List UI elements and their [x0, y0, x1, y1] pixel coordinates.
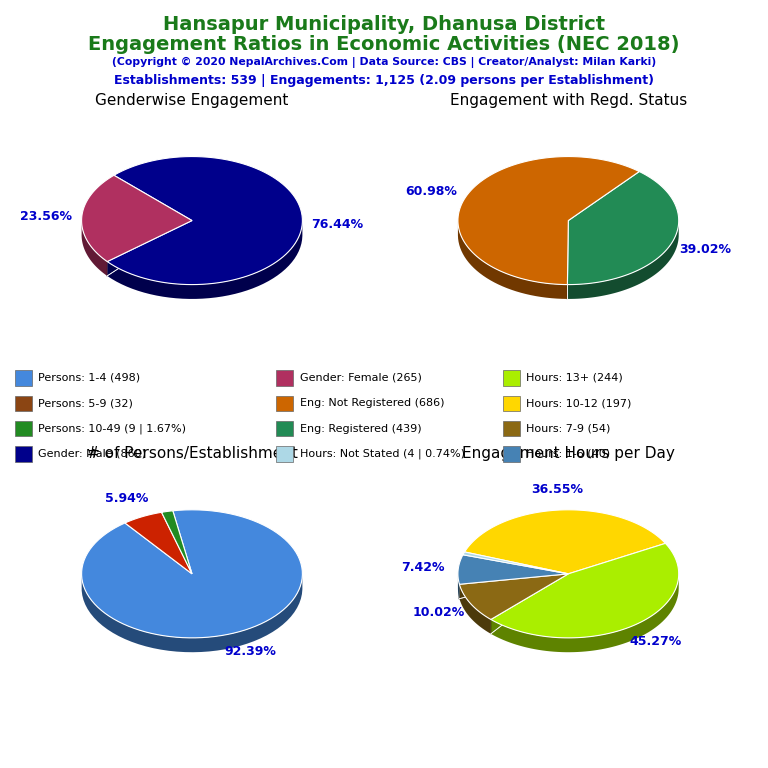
Polygon shape — [458, 157, 639, 285]
Text: Hours: 13+ (244): Hours: 13+ (244) — [526, 372, 623, 383]
Polygon shape — [491, 574, 679, 652]
Text: Engagement Ratios in Economic Activities (NEC 2018): Engagement Ratios in Economic Activities… — [88, 35, 680, 54]
Polygon shape — [458, 221, 568, 299]
Title: # of Persons/Establishment: # of Persons/Establishment — [87, 446, 297, 461]
Text: Persons: 1-4 (498): Persons: 1-4 (498) — [38, 372, 141, 383]
Title: Genderwise Engagement: Genderwise Engagement — [95, 93, 289, 108]
Text: Hours: 7-9 (54): Hours: 7-9 (54) — [526, 423, 611, 434]
Text: Hours: 10-12 (197): Hours: 10-12 (197) — [526, 398, 631, 409]
Text: 7.42%: 7.42% — [401, 561, 445, 574]
Text: 45.27%: 45.27% — [630, 635, 682, 648]
Text: 39.02%: 39.02% — [679, 243, 731, 257]
Title: Engagement with Regd. Status: Engagement with Regd. Status — [450, 93, 687, 108]
Polygon shape — [81, 510, 303, 638]
Text: 36.55%: 36.55% — [531, 483, 584, 496]
Polygon shape — [568, 171, 679, 285]
Text: Persons: 5-9 (32): Persons: 5-9 (32) — [38, 398, 134, 409]
Polygon shape — [459, 574, 568, 620]
Polygon shape — [459, 584, 491, 634]
Polygon shape — [458, 554, 568, 584]
Text: Hansapur Municipality, Dhanusa District: Hansapur Municipality, Dhanusa District — [163, 15, 605, 35]
Text: Eng: Not Registered (686): Eng: Not Registered (686) — [300, 398, 444, 409]
Polygon shape — [81, 175, 192, 262]
Text: 76.44%: 76.44% — [312, 218, 363, 231]
Polygon shape — [465, 510, 665, 574]
Text: 60.98%: 60.98% — [406, 185, 458, 198]
Text: 5.94%: 5.94% — [104, 492, 148, 505]
Text: Gender: Male (860): Gender: Male (860) — [38, 449, 147, 459]
Text: 92.39%: 92.39% — [224, 644, 276, 657]
Polygon shape — [81, 220, 108, 276]
Polygon shape — [81, 575, 303, 652]
Polygon shape — [491, 544, 679, 638]
Polygon shape — [108, 221, 303, 299]
Text: Hours: 1-6 (40): Hours: 1-6 (40) — [526, 449, 611, 459]
Polygon shape — [568, 220, 679, 299]
Polygon shape — [463, 552, 568, 574]
Text: (Copyright © 2020 NepalArchives.Com | Data Source: CBS | Creator/Analyst: Milan : (Copyright © 2020 NepalArchives.Com | Da… — [112, 57, 656, 68]
Polygon shape — [108, 157, 303, 285]
Text: Hours: Not Stated (4 | 0.74%): Hours: Not Stated (4 | 0.74%) — [300, 449, 465, 459]
Title: Engagement Hours per Day: Engagement Hours per Day — [462, 446, 675, 461]
Text: 10.02%: 10.02% — [413, 606, 465, 619]
Text: 23.56%: 23.56% — [21, 210, 72, 223]
Polygon shape — [125, 512, 192, 574]
Text: Eng: Registered (439): Eng: Registered (439) — [300, 423, 421, 434]
Polygon shape — [458, 573, 459, 598]
Text: Gender: Female (265): Gender: Female (265) — [300, 372, 422, 383]
Text: Establishments: 539 | Engagements: 1,125 (2.09 persons per Establishment): Establishments: 539 | Engagements: 1,125… — [114, 74, 654, 87]
Polygon shape — [161, 511, 192, 574]
Text: Persons: 10-49 (9 | 1.67%): Persons: 10-49 (9 | 1.67%) — [38, 423, 187, 434]
